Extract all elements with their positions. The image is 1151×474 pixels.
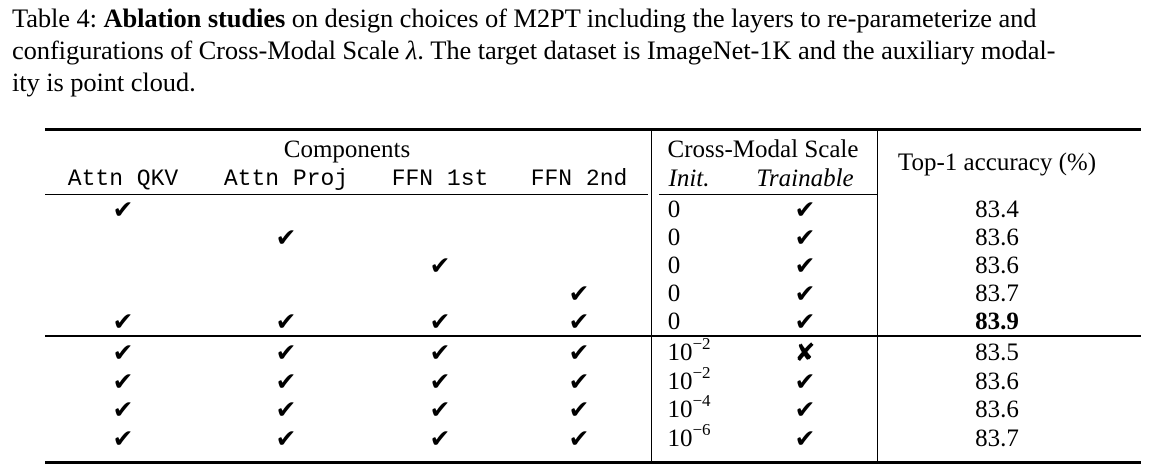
- column-divider: [877, 131, 879, 461]
- top1-accuracy-value: 83.6: [975, 396, 1019, 423]
- attn-qkv-mark: ✔: [112, 307, 134, 336]
- init-value: 10−6: [667, 421, 710, 453]
- caption-text: on design choices of M2PT including the …: [291, 3, 1037, 33]
- init-base: 0: [667, 252, 681, 279]
- caption-line-1: Table 4: Ablation studies on design choi…: [12, 2, 1142, 34]
- trainable-mark: ✔: [794, 424, 816, 453]
- attn-qkv-mark: ✔: [112, 195, 134, 224]
- top1-accuracy-value: 83.5: [975, 339, 1019, 366]
- ffn-2nd-mark: ✔: [568, 367, 590, 396]
- caption-line-2: configurations of Cross-Modal Scale λ. T…: [12, 34, 1142, 66]
- attn-proj-mark: ✔: [275, 307, 297, 336]
- header-top1-accuracy: Top-1 accuracy (%): [897, 149, 1097, 176]
- ffn-1st-mark: ✔: [429, 395, 451, 424]
- attn-qkv-mark: ✔: [112, 338, 134, 367]
- caption-line-3: ity is point cloud.: [12, 66, 1142, 98]
- ffn-2nd-mark: ✔: [568, 279, 590, 308]
- trainable-mark: ✔: [794, 251, 816, 280]
- top1-accuracy-value: 83.9: [975, 308, 1019, 335]
- trainable-mark: ✘: [794, 338, 816, 367]
- ffn-1st-mark: ✔: [429, 338, 451, 367]
- init-base: 0: [667, 280, 681, 307]
- init-base: 10: [667, 368, 693, 395]
- trainable-mark: ✔: [794, 367, 816, 396]
- ffn-1st-mark: ✔: [429, 367, 451, 396]
- header-attn-qkv: Attn QKV: [67, 166, 179, 192]
- init-base: 0: [667, 196, 681, 223]
- caption-lambda: λ: [405, 35, 418, 65]
- init-exponent: −2: [692, 362, 711, 382]
- components-underline: [45, 194, 648, 196]
- trainable-mark: ✔: [794, 279, 816, 308]
- table-caption: Table 4: Ablation studies on design choi…: [12, 2, 1142, 98]
- init-base: 0: [667, 224, 681, 251]
- attn-qkv-mark: ✔: [112, 367, 134, 396]
- init-exponent: −4: [692, 390, 711, 410]
- trainable-mark: ✔: [794, 307, 816, 336]
- trainable-mark: ✔: [794, 395, 816, 424]
- init-value: 0: [668, 224, 681, 252]
- init-exponent: −6: [692, 419, 711, 439]
- header-ffn-2nd: FFN 2nd: [530, 166, 628, 192]
- ffn-2nd-mark: ✔: [568, 307, 590, 336]
- caption-label: Table 4:: [12, 3, 97, 33]
- init-exponent: −2: [692, 333, 711, 353]
- attn-proj-mark: ✔: [275, 367, 297, 396]
- trainable-mark: ✔: [794, 195, 816, 224]
- init-base: 10: [667, 396, 693, 423]
- top1-accuracy-value: 83.6: [975, 368, 1019, 395]
- attn-proj-mark: ✔: [275, 424, 297, 453]
- bottom-rule: [45, 461, 1141, 464]
- ffn-2nd-mark: ✔: [568, 338, 590, 367]
- caption-bold-title: Ablation studies: [103, 3, 286, 33]
- attn-qkv-mark: ✔: [112, 424, 134, 453]
- ffn-2nd-mark: ✔: [568, 424, 590, 453]
- ffn-2nd-mark: ✔: [568, 395, 590, 424]
- init-value: 0: [668, 280, 681, 308]
- header-attn-proj: Attn Proj: [223, 166, 349, 192]
- caption-text: configurations of Cross-Modal Scale: [12, 35, 400, 65]
- init-value: 10−2: [667, 364, 710, 396]
- header-cross-modal-scale: Cross-Modal Scale: [667, 136, 859, 163]
- init-value: 0: [668, 252, 681, 280]
- header-components: Components: [283, 136, 411, 163]
- attn-qkv-mark: ✔: [112, 395, 134, 424]
- init-base: 0: [667, 308, 681, 335]
- cross-modal-underline: [659, 194, 878, 196]
- header-init: Init.: [668, 165, 710, 192]
- attn-proj-mark: ✔: [275, 395, 297, 424]
- top1-accuracy-value: 83.7: [975, 280, 1019, 307]
- init-value: 0: [668, 196, 681, 224]
- header-ffn-1st: FFN 1st: [391, 166, 489, 192]
- ffn-1st-mark: ✔: [429, 424, 451, 453]
- init-base: 10: [667, 425, 693, 452]
- caption-text: ity is point cloud.: [12, 67, 196, 97]
- init-value: 10−2: [667, 335, 710, 367]
- caption-text: . The target dataset is ImageNet-1K and …: [417, 35, 1056, 65]
- init-value: 0: [668, 308, 681, 336]
- init-value: 10−4: [667, 392, 710, 424]
- top1-accuracy-value: 83.6: [975, 252, 1019, 279]
- header-trainable: Trainable: [756, 165, 854, 192]
- top1-accuracy-value: 83.6: [975, 224, 1019, 251]
- init-base: 10: [667, 339, 693, 366]
- ffn-1st-mark: ✔: [429, 307, 451, 336]
- attn-proj-mark: ✔: [275, 338, 297, 367]
- top1-accuracy-value: 83.7: [975, 425, 1019, 452]
- top-rule: [45, 128, 1141, 131]
- ffn-1st-mark: ✔: [429, 251, 451, 280]
- column-divider: [651, 131, 653, 461]
- mid-rule: [45, 335, 1141, 337]
- attn-proj-mark: ✔: [275, 223, 297, 252]
- ablation-table: Components Cross-Modal Scale Top-1 accur…: [45, 128, 1141, 466]
- trainable-mark: ✔: [794, 223, 816, 252]
- top1-accuracy-value: 83.4: [975, 196, 1019, 223]
